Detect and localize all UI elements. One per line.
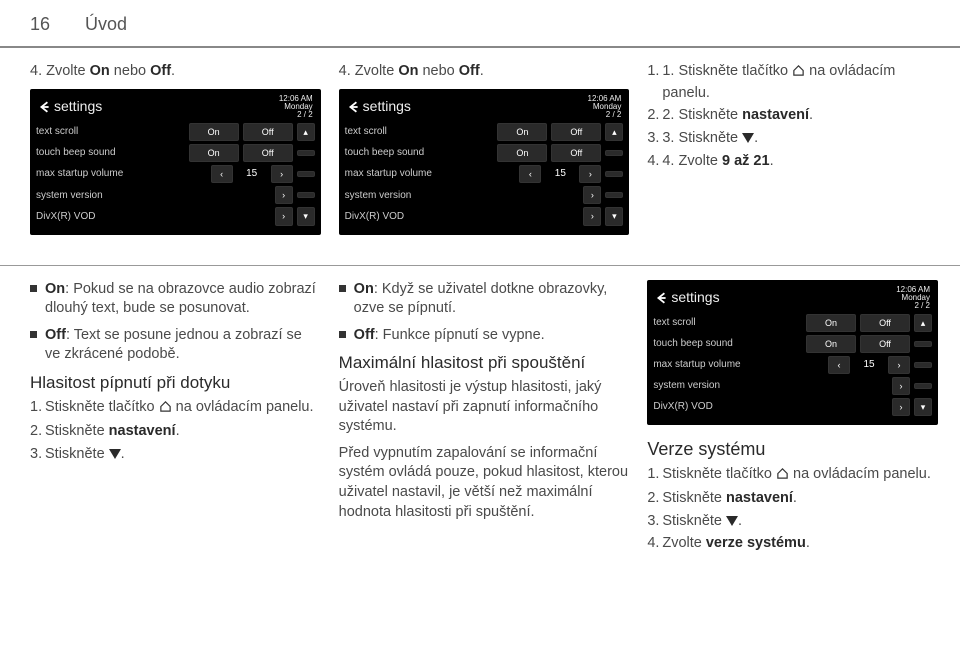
settings-screenshot: settings 12:06 AM Monday 2 / 2 text scro… bbox=[647, 280, 938, 426]
bullet-icon bbox=[30, 331, 37, 338]
down-triangle-icon bbox=[742, 133, 754, 143]
list-item: 4.4. Zvolte 9 až 21. bbox=[647, 152, 938, 172]
settings-screenshot: settings 12:06 AM Monday 2 / 2 text scro… bbox=[30, 89, 321, 235]
top-col-3: 1.1. Stiskněte tlačítko na ovládacím pan… bbox=[647, 62, 938, 246]
page-number: 16 bbox=[30, 12, 50, 36]
bottom-columns: On: Pokud se na obrazovce audio zobrazí … bbox=[0, 280, 960, 557]
down-triangle-icon bbox=[726, 516, 738, 526]
subheading: Maximální hlasitost při spouštění bbox=[339, 352, 630, 375]
home-icon bbox=[159, 400, 172, 420]
clock: 12:06 AM Monday 2 / 2 bbox=[279, 95, 313, 119]
step-list: 1.Stiskněte tlačítko na ovládacím panelu… bbox=[30, 398, 321, 465]
list-item: 3.Stiskněte . bbox=[647, 512, 938, 532]
top-columns: 4. Zvolte On nebo Off. settings 12:06 AM… bbox=[0, 48, 960, 246]
list-item: 3.3. Stiskněte . bbox=[647, 129, 938, 149]
back-icon bbox=[655, 291, 669, 305]
list-item: 1.1. Stiskněte tlačítko na ovládacím pan… bbox=[647, 62, 938, 103]
step-text: 4. Zvolte On nebo Off. bbox=[30, 62, 321, 82]
home-icon bbox=[792, 64, 805, 84]
bottom-col-2: On: Když se uživatel dotkne obrazovky, o… bbox=[339, 280, 630, 557]
paragraph: Úroveň hlasitosti je výstup hlasitosti, … bbox=[339, 378, 630, 437]
bottom-col-1: On: Pokud se na obrazovce audio zobrazí … bbox=[30, 280, 321, 557]
list-item: 1.Stiskněte tlačítko na ovládacím panelu… bbox=[30, 398, 321, 420]
bullet-item: Off: Funkce pípnutí se vypne. bbox=[339, 326, 630, 346]
bullet-item: On: Když se uživatel dotkne obrazovky, o… bbox=[339, 280, 630, 319]
bullet-icon bbox=[339, 331, 346, 338]
page-header: 16 Úvod bbox=[0, 0, 960, 48]
top-col-1: 4. Zvolte On nebo Off. settings 12:06 AM… bbox=[30, 62, 321, 246]
subheading: Verze systému bbox=[647, 437, 938, 461]
bullet-item: Off: Text se posune jednou a zobrazí se … bbox=[30, 326, 321, 365]
screenshot-title: settings bbox=[54, 97, 279, 116]
down-triangle-icon bbox=[109, 449, 121, 459]
bullet-item: On: Pokud se na obrazovce audio zobrazí … bbox=[30, 280, 321, 319]
back-icon bbox=[347, 100, 361, 114]
back-icon bbox=[38, 100, 52, 114]
list-item: 2.Stiskněte nastavení. bbox=[30, 422, 321, 442]
list-item: 1.Stiskněte tlačítko na ovládacím panelu… bbox=[647, 465, 938, 487]
bullet-icon bbox=[30, 285, 37, 292]
home-icon bbox=[776, 467, 789, 487]
list-item: 2.2. Stiskněte nastavení. bbox=[647, 106, 938, 126]
settings-screenshot: settings 12:06 AM Monday 2 / 2 text scro… bbox=[339, 89, 630, 235]
list-item: 2.Stiskněte nastavení. bbox=[647, 489, 938, 509]
step-text: 4. Zvolte On nebo Off. bbox=[339, 62, 630, 82]
bullet-icon bbox=[339, 285, 346, 292]
bottom-col-3: settings 12:06 AM Monday 2 / 2 text scro… bbox=[647, 280, 938, 557]
subheading: Hlasitost pípnutí při dotyku bbox=[30, 372, 321, 395]
page-title: Úvod bbox=[85, 14, 127, 34]
step-list: 1.1. Stiskněte tlačítko na ovládacím pan… bbox=[647, 62, 938, 171]
section-divider bbox=[0, 265, 960, 266]
step-list: 1.Stiskněte tlačítko na ovládacím panelu… bbox=[647, 465, 938, 554]
top-col-2: 4. Zvolte On nebo Off. settings 12:06 AM… bbox=[339, 62, 630, 246]
list-item: 3.Stiskněte . bbox=[30, 445, 321, 465]
list-item: 4.Zvolte verze systému. bbox=[647, 534, 938, 554]
paragraph: Před vypnutím zapalování se informační s… bbox=[339, 444, 630, 522]
